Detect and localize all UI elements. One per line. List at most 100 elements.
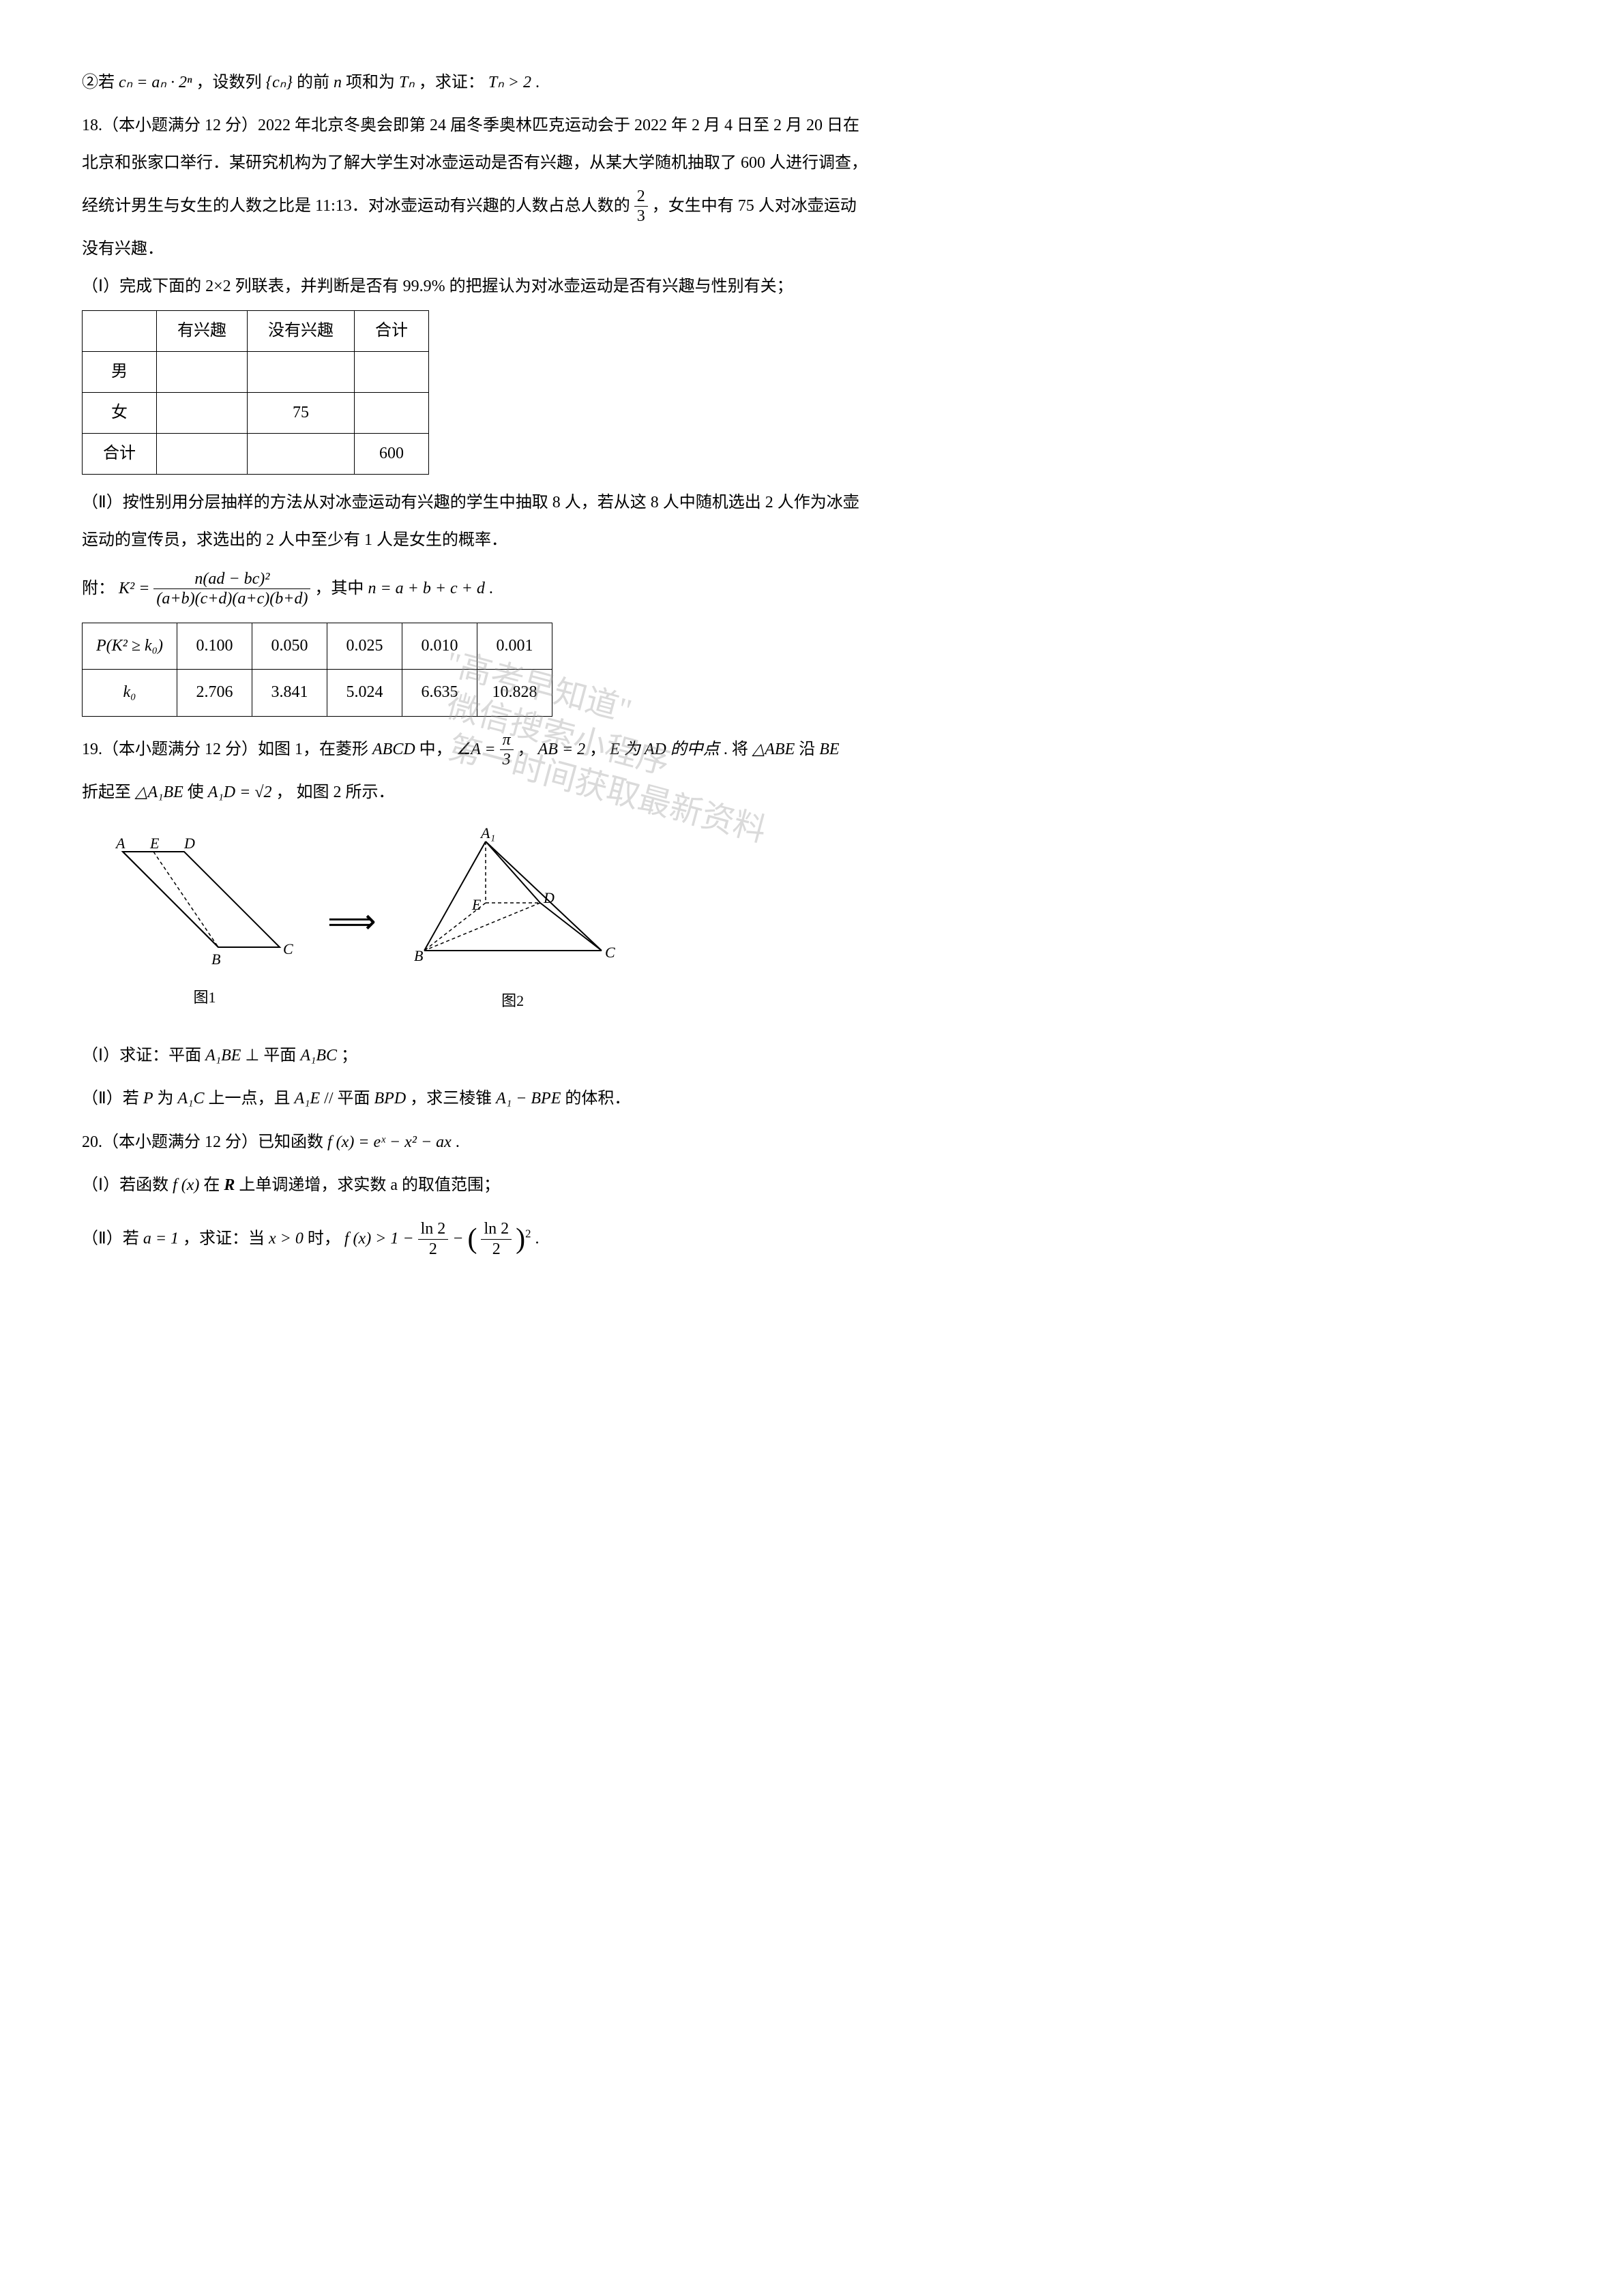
numerator: n(ad − bc)² [153, 569, 310, 590]
q18-part2-l2: 运动的宣传员，求选出的 2 人中至少有 1 人是女生的概率． [82, 526, 1542, 555]
q17-part2: ②若 cₙ = aₙ · 2ⁿ ，设数列 {cₙ} 的前 n 项和为 Tₙ ，求… [82, 68, 1542, 98]
table-row: 合计 600 [83, 434, 429, 475]
a1e: A₁E [295, 1090, 321, 1107]
x-gt-0: x > 0 [269, 1229, 304, 1247]
cell: 合计 [83, 434, 157, 475]
text: 上单调递增，求实数 a 的取值范围； [239, 1176, 500, 1194]
denominator: 2 [481, 1240, 512, 1259]
text: // 平面 [324, 1090, 374, 1107]
cell: 有兴趣 [157, 310, 248, 351]
cell: 0.050 [252, 623, 327, 670]
cell: 0.010 [402, 623, 477, 670]
a1d: A₁D = √2 [208, 784, 272, 801]
q18-header: 18.（本小题满分 12 分）2022 年北京冬奥会即第 24 届冬季奥林匹克运… [82, 111, 1542, 140]
cell [157, 351, 248, 392]
cell: 0.001 [477, 623, 552, 670]
text: 的前 [297, 74, 334, 91]
Tn: Tₙ [399, 74, 415, 91]
svg-text:C: C [605, 944, 615, 961]
text: 为 [157, 1090, 177, 1107]
bpd: BPD [374, 1090, 407, 1107]
cell: P(K² ≥ k₀) [83, 623, 177, 670]
text: ，设数列 [196, 74, 266, 91]
q18-line2: 北京和张家口举行．某研究机构为了解大学生对冰壶运动是否有兴趣，从某大学随机抽取了… [82, 149, 1542, 178]
text: （Ⅰ）若函数 [82, 1176, 173, 1194]
k2-fraction: n(ad − bc)² (a+b)(c+d)(a+c)(b+d) [153, 569, 310, 610]
text: 经统计男生与女生的人数之比是 11:13．对冰壶运动有兴趣的人数占总人数的 [82, 196, 634, 214]
q20-part1: （Ⅰ）若函数 f (x) 在 R 上单调递增，求实数 a 的取值范围； [82, 1171, 1542, 1200]
sequence: {cₙ} [266, 74, 293, 91]
cell: 75 [248, 392, 355, 433]
text: ⊥ 平面 [245, 1047, 300, 1064]
text: 在 [203, 1176, 224, 1194]
cell [83, 310, 157, 351]
svg-text:A: A [115, 835, 126, 852]
cell: 女 [83, 392, 157, 433]
q20-part2: （Ⅱ）若 a = 1 ，求证：当 x > 0 时， f (x) > 1 − ln… [82, 1214, 1542, 1266]
q19-header: 19.（本小题满分 12 分）如图 1，在菱形 ABCD 中， ∠A = π 3… [82, 730, 1542, 771]
numerator: ln 2 [418, 1219, 449, 1240]
a1-bpe: A₁ − BPE [496, 1090, 561, 1107]
text: 中， [419, 740, 452, 758]
denominator: 3 [634, 207, 648, 226]
svg-text:B: B [414, 947, 423, 964]
contingency-table: 有兴趣 没有兴趣 合计 男 女 75 合计 600 [82, 310, 429, 475]
cell: 10.828 [477, 670, 552, 716]
text: （Ⅱ）若 [82, 1229, 143, 1247]
be: BE [819, 740, 839, 758]
q19-part1: （Ⅰ）求证：平面 A₁BE ⊥ 平面 A₁BC ； [82, 1041, 1542, 1071]
arrow-icon: ⟹ [327, 891, 377, 952]
svg-text:B: B [211, 951, 220, 968]
cell: 合计 [355, 310, 429, 351]
pi-over-3: π 3 [500, 730, 514, 771]
table-row: 男 [83, 351, 429, 392]
cell [355, 351, 429, 392]
n: n [334, 74, 342, 91]
text: ，求证：当 [183, 1229, 269, 1247]
n-equation: n = a + b + c + d [368, 579, 484, 597]
text: 时， [308, 1229, 340, 1247]
ln2-over-2: ln 2 2 [418, 1219, 449, 1259]
text: 项和为 [346, 74, 399, 91]
svg-text:E: E [471, 896, 482, 913]
exponent: 2 [525, 1227, 531, 1240]
table-row: P(K² ≥ k₀) 0.100 0.050 0.025 0.010 0.001 [83, 623, 552, 670]
fx: f (x) [173, 1176, 199, 1194]
text: ； [341, 1047, 357, 1064]
fx-definition: f (x) = eˣ − x² − ax [327, 1133, 452, 1151]
text: 19.（本小题满分 12 分）如图 1，在菱形 [82, 740, 372, 758]
triangle-a1be: △A₁BE [135, 784, 183, 801]
inequality: Tₙ > 2 [488, 74, 531, 91]
text: （Ⅰ）求证：平面 [82, 1047, 205, 1064]
plane-a1be: A₁BE [205, 1047, 241, 1064]
svg-text:A₁: A₁ [479, 828, 495, 841]
svg-text:C: C [283, 940, 293, 957]
numerator: ln 2 [481, 1219, 512, 1240]
text: . [456, 1133, 460, 1151]
text: ， [589, 740, 606, 758]
text: ，求证： [419, 74, 484, 91]
text: ，求三棱锥 [410, 1090, 496, 1107]
ln2-over-2-sq: ln 2 2 [481, 1219, 512, 1259]
R: R [224, 1176, 235, 1194]
a1c: A₁C [177, 1090, 204, 1107]
denominator: 2 [418, 1240, 449, 1259]
fig1-label: 图1 [109, 984, 300, 1011]
triangle-abe: △ABE [752, 740, 795, 758]
cell: 男 [83, 351, 157, 392]
rhombus-diagram: A E D B C [109, 831, 300, 968]
q20-header: 20.（本小题满分 12 分）已知函数 f (x) = eˣ − x² − ax… [82, 1128, 1542, 1157]
minus: − [452, 1229, 467, 1247]
q19-line2: 折起至 △A₁BE 使 A₁D = √2 ， 如图 2 所示． [82, 778, 1542, 807]
q18-part1: （Ⅰ）完成下面的 2×2 列联表，并判断是否有 99.9% 的把握认为对冰壶运动… [82, 272, 1542, 301]
svg-text:D: D [543, 889, 555, 906]
text: 沿 [799, 740, 819, 758]
text: . [535, 1229, 540, 1247]
q18-appendix: 附： K² = n(ad − bc)² (a+b)(c+d)(a+c)(b+d)… [82, 569, 1542, 610]
a-eq-1: a = 1 [143, 1229, 179, 1247]
text: . 将 [724, 740, 752, 758]
q18-part2-l1: （Ⅱ）按性别用分层抽样的方法从对冰壶运动有兴趣的学生中抽取 8 人，若从这 8 … [82, 488, 1542, 518]
fx-inequality: f (x) > 1 − [344, 1229, 418, 1247]
svg-text:D: D [183, 835, 195, 852]
figure-1: A E D B C 图1 [109, 831, 300, 1011]
